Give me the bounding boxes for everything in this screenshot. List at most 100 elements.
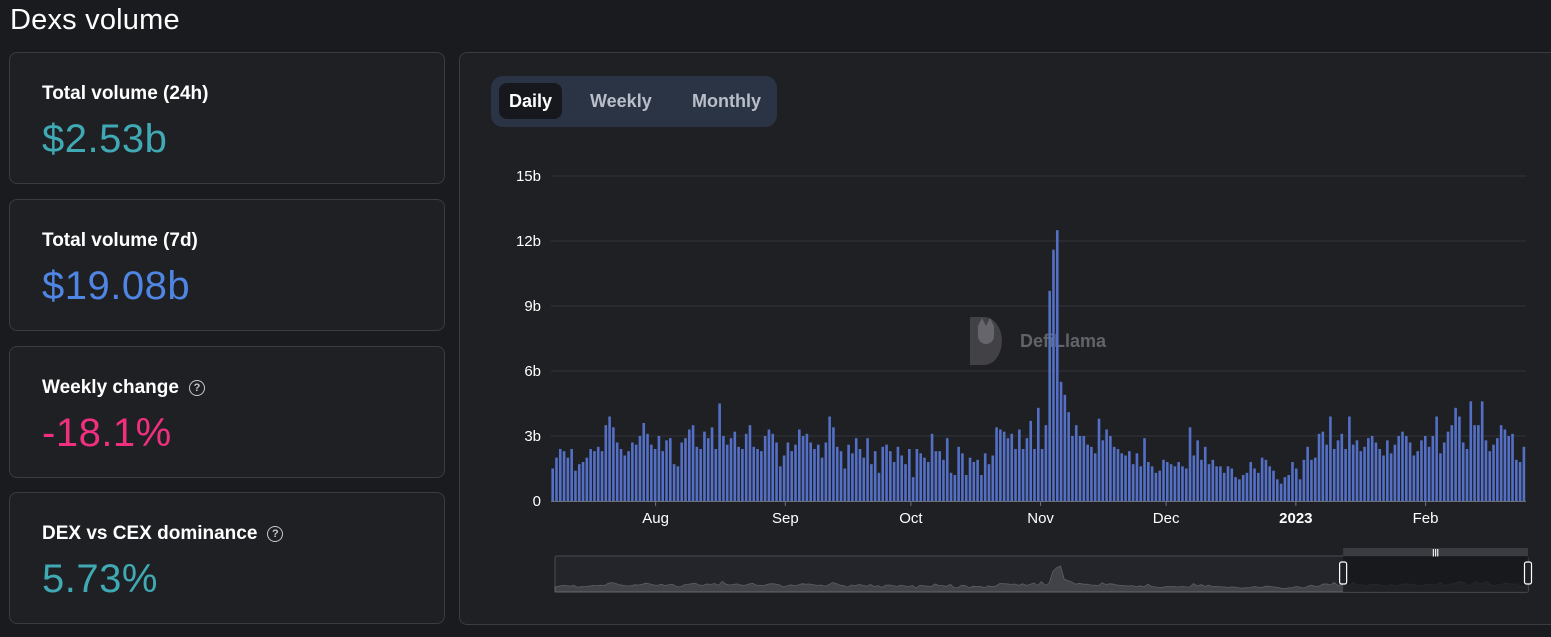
bar[interactable] (828, 416, 831, 502)
bar[interactable] (1291, 462, 1294, 501)
bar[interactable] (991, 455, 995, 502)
bar[interactable] (1473, 425, 1476, 501)
bar[interactable] (672, 464, 676, 501)
bar[interactable] (1109, 436, 1112, 501)
bar[interactable] (1359, 451, 1363, 501)
bar[interactable] (669, 438, 672, 501)
bar[interactable] (1454, 407, 1457, 501)
bar[interactable] (1044, 425, 1048, 501)
bar[interactable] (558, 449, 562, 501)
bar[interactable] (589, 449, 592, 501)
bar[interactable] (1059, 381, 1063, 501)
bar[interactable] (596, 446, 600, 501)
bar[interactable] (1234, 477, 1237, 501)
bar[interactable] (847, 444, 850, 501)
bar[interactable] (574, 470, 577, 501)
bar[interactable] (1165, 462, 1169, 501)
bar[interactable] (782, 455, 786, 502)
bar[interactable] (1071, 436, 1074, 501)
bar[interactable] (1382, 455, 1385, 502)
bar[interactable] (862, 457, 866, 501)
bar[interactable] (1397, 436, 1401, 501)
bar[interactable] (763, 436, 767, 501)
bar[interactable] (1355, 440, 1359, 501)
bar[interactable] (1067, 412, 1070, 501)
bar[interactable] (725, 444, 729, 501)
bar[interactable] (760, 451, 763, 501)
bar[interactable] (1446, 431, 1450, 501)
bar[interactable] (1423, 436, 1427, 501)
bar[interactable] (930, 433, 934, 501)
bar[interactable] (896, 446, 900, 501)
bar[interactable] (1348, 416, 1351, 502)
bar[interactable] (771, 433, 775, 501)
bar[interactable] (767, 429, 771, 502)
bar[interactable] (612, 427, 615, 501)
bar[interactable] (1207, 464, 1211, 501)
bar[interactable] (999, 429, 1002, 502)
bar[interactable] (676, 466, 680, 501)
bar[interactable] (1048, 290, 1051, 501)
bar[interactable] (1090, 446, 1093, 501)
bar[interactable] (1097, 418, 1101, 501)
bar[interactable] (904, 464, 907, 501)
bar[interactable] (1325, 444, 1328, 501)
bar[interactable] (1150, 466, 1154, 501)
bar[interactable] (1336, 440, 1340, 501)
bar[interactable] (1173, 466, 1177, 501)
bar[interactable] (665, 440, 668, 501)
bar[interactable] (741, 449, 744, 501)
bar[interactable] (949, 472, 953, 501)
slider-selection[interactable] (1343, 556, 1528, 592)
bar[interactable] (813, 449, 816, 501)
bar[interactable] (1219, 466, 1222, 501)
bar[interactable] (775, 442, 778, 502)
bar[interactable] (957, 446, 960, 501)
bar[interactable] (911, 477, 915, 501)
bar[interactable] (794, 444, 797, 501)
bar[interactable] (889, 451, 892, 501)
bar[interactable] (790, 451, 794, 501)
bar[interactable] (995, 427, 998, 501)
bar[interactable] (566, 457, 570, 501)
bar[interactable] (1340, 433, 1344, 501)
bar[interactable] (1101, 440, 1105, 501)
bar[interactable] (987, 464, 991, 501)
bar[interactable] (1412, 455, 1416, 502)
bar[interactable] (1302, 459, 1306, 501)
bar[interactable] (983, 453, 987, 501)
bar[interactable] (1276, 479, 1279, 501)
bar[interactable] (870, 464, 873, 501)
bar[interactable] (1040, 449, 1044, 501)
bar[interactable] (1268, 466, 1272, 501)
bar[interactable] (737, 446, 740, 501)
bar[interactable] (1310, 459, 1313, 501)
bar[interactable] (661, 451, 665, 501)
bar[interactable] (1492, 444, 1495, 501)
bar[interactable] (964, 475, 968, 501)
bar[interactable] (1260, 457, 1264, 501)
bar[interactable] (570, 449, 573, 501)
bar[interactable] (593, 451, 596, 501)
bar[interactable] (585, 457, 589, 501)
bar[interactable] (900, 455, 904, 502)
bar[interactable] (1162, 459, 1165, 501)
bar[interactable] (1321, 431, 1325, 501)
bar[interactable] (1006, 438, 1010, 501)
bar[interactable] (1112, 446, 1116, 501)
bar[interactable] (1203, 446, 1207, 501)
bar[interactable] (1139, 466, 1143, 501)
bar[interactable] (1230, 468, 1234, 502)
bar[interactable] (1329, 416, 1332, 502)
bar[interactable] (961, 453, 964, 501)
bar[interactable] (1507, 436, 1511, 501)
bar[interactable] (953, 475, 957, 501)
bar[interactable] (923, 457, 926, 501)
bar[interactable] (1294, 468, 1298, 502)
bar[interactable] (1226, 466, 1230, 501)
bar[interactable] (1131, 464, 1135, 501)
bar[interactable] (801, 436, 805, 501)
bar[interactable] (892, 462, 896, 501)
bar[interactable] (1404, 436, 1408, 501)
bar[interactable] (1279, 483, 1283, 501)
